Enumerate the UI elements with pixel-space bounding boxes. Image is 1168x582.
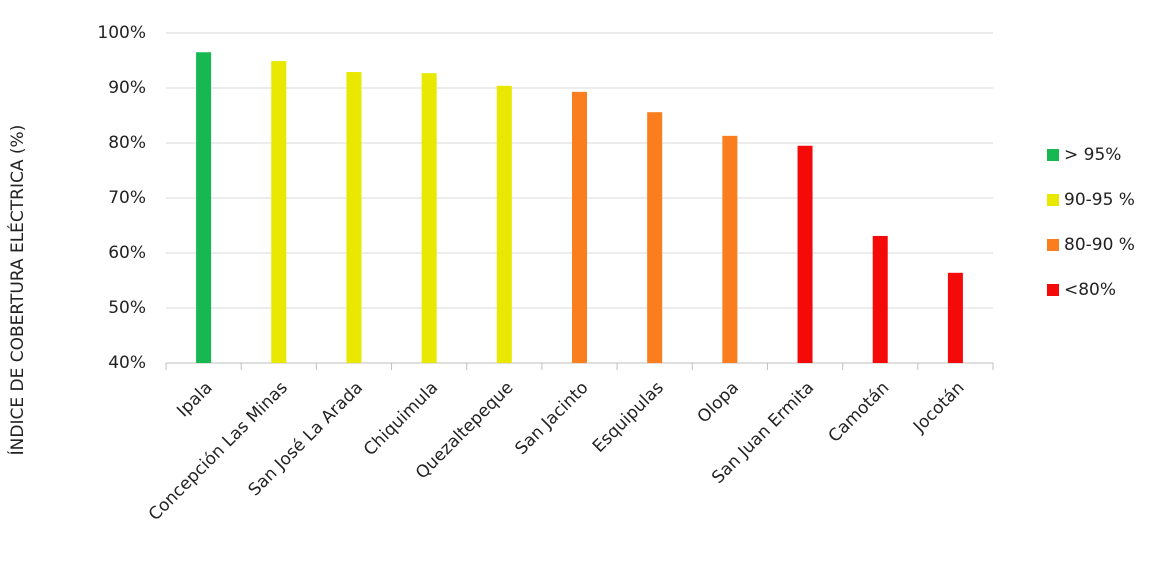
x-tick-label: Chiquimula bbox=[360, 378, 442, 460]
bar bbox=[872, 235, 888, 363]
bar bbox=[346, 72, 362, 364]
bar bbox=[271, 61, 287, 364]
x-tick-label: Jocotán bbox=[909, 378, 968, 437]
legend-label: 80-90 % bbox=[1064, 235, 1135, 255]
x-tick-label: Concepción Las Minas bbox=[145, 378, 292, 525]
legend-label: <80% bbox=[1064, 280, 1116, 300]
legend-swatch bbox=[1047, 194, 1059, 206]
y-tick-label: 80% bbox=[108, 133, 146, 153]
bar bbox=[196, 52, 212, 363]
y-axis-title: ÍNDICE DE COBERTURA ELÉCTRICA (%) bbox=[6, 125, 28, 456]
bar bbox=[647, 112, 663, 363]
legend-swatch bbox=[1047, 239, 1059, 251]
legend-swatch bbox=[1047, 284, 1059, 296]
x-tick-label: San Jacinto bbox=[511, 378, 592, 459]
legend-label: 90-95 % bbox=[1064, 190, 1135, 210]
bar bbox=[797, 145, 813, 363]
bar bbox=[722, 135, 738, 363]
bar bbox=[947, 272, 963, 363]
y-tick-label: 40% bbox=[108, 353, 146, 373]
bar bbox=[572, 91, 587, 363]
legend-swatch bbox=[1047, 149, 1059, 161]
y-tick-label: 60% bbox=[108, 243, 146, 263]
y-tick-label: 70% bbox=[108, 188, 146, 208]
x-tick-label: Camotán bbox=[825, 378, 894, 447]
legend-label: > 95% bbox=[1064, 145, 1121, 165]
y-tick-label: 100% bbox=[97, 23, 146, 43]
y-tick-label: 90% bbox=[108, 78, 146, 98]
bar bbox=[421, 73, 437, 364]
y-tick-label: 50% bbox=[108, 298, 146, 318]
x-tick-label: Ipala bbox=[173, 378, 216, 421]
x-tick-label: Esquipulas bbox=[589, 378, 668, 457]
bar bbox=[496, 85, 512, 364]
x-tick-label: Olopa bbox=[694, 378, 743, 427]
